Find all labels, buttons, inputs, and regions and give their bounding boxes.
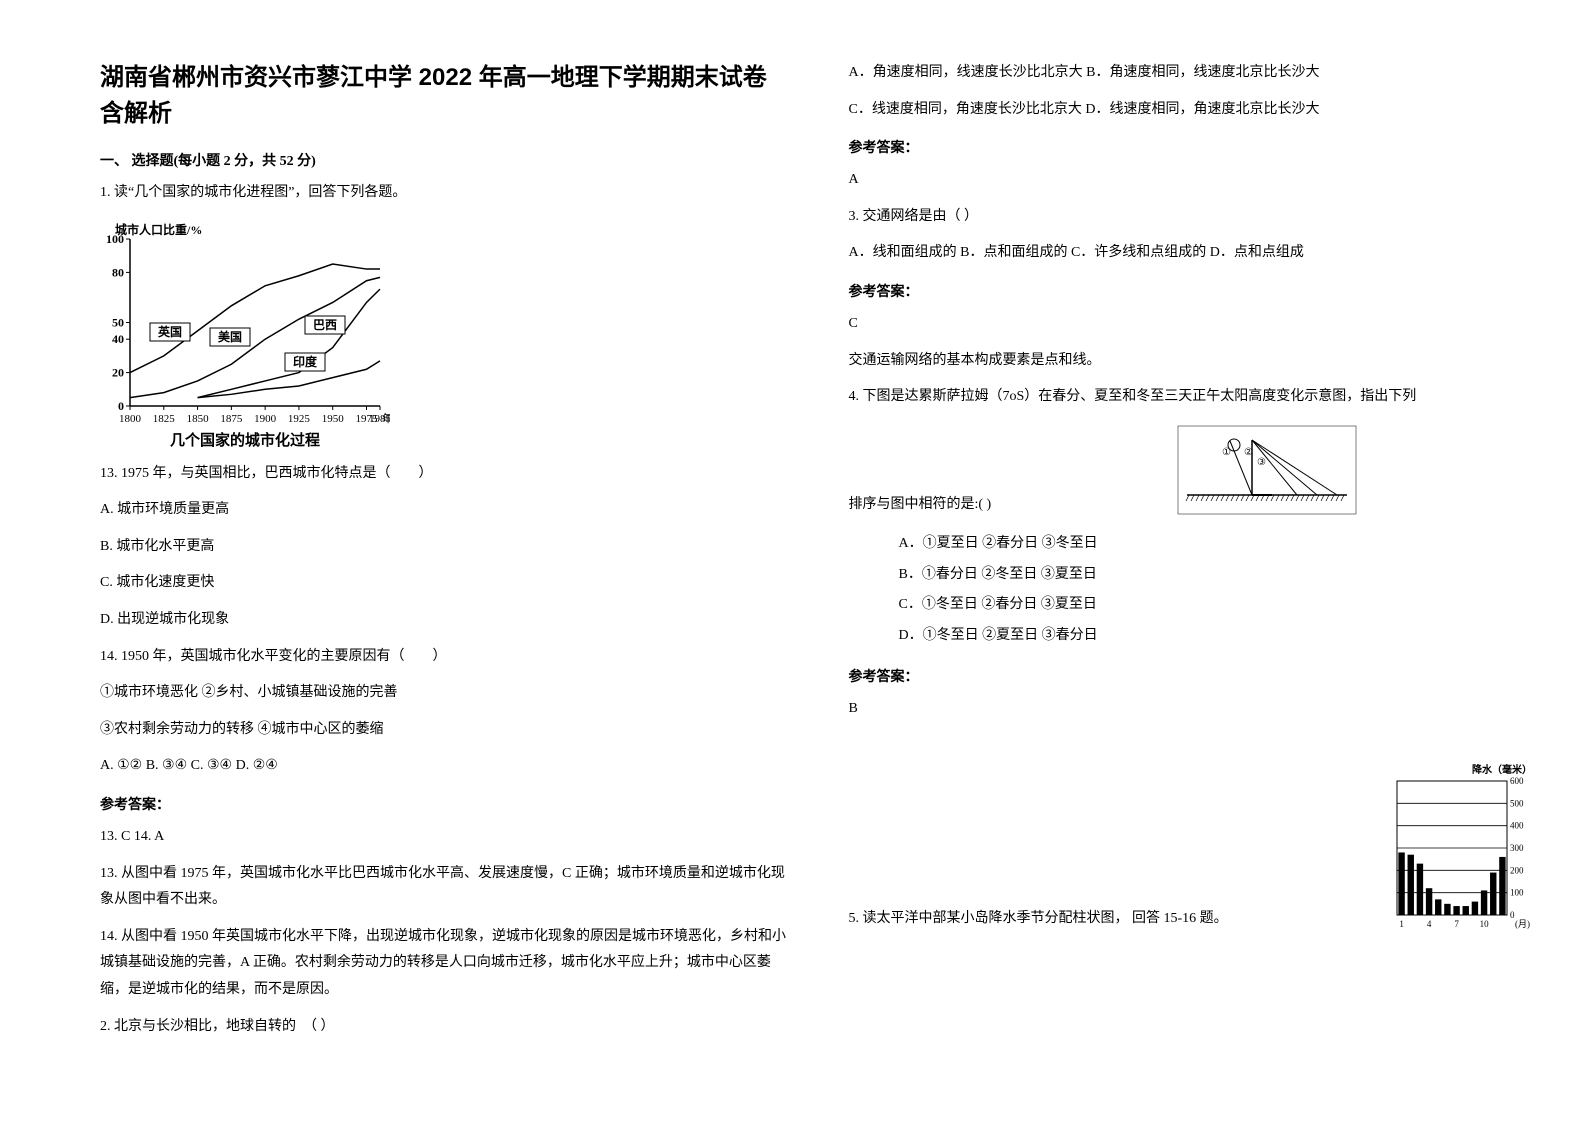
q2-stem: 2. 北京与长沙相比，地球自转的 （ ） [100, 1014, 789, 1041]
q4-c: C．①冬至日 ②春分日 ③夏至日 [899, 590, 1538, 621]
q1-14-opts: A. ①② B. ③④ C. ③④ D. ②④ [100, 753, 789, 780]
svg-text:600: 600 [1510, 776, 1524, 786]
svg-text:1825: 1825 [153, 413, 176, 425]
svg-text:年: 年 [382, 411, 390, 425]
svg-text:美国: 美国 [218, 329, 242, 344]
svg-text:(月): (月) [1515, 919, 1530, 929]
svg-text:500: 500 [1510, 798, 1524, 808]
section-1-header: 一、 选择题(每小题 2 分，共 52 分) [100, 150, 789, 170]
svg-text:1900: 1900 [254, 413, 277, 425]
sun-angle-diagram: ① ②③ [1177, 425, 1357, 515]
svg-text:1925: 1925 [288, 413, 311, 425]
svg-text:几个国家的城市化过程: 几个国家的城市化过程 [170, 431, 320, 449]
svg-text:①: ① [1222, 447, 1231, 458]
svg-text:降水（毫米）: 降水（毫米） [1472, 763, 1532, 776]
q2-ans: A [849, 167, 1538, 194]
q1-14-l1: ①城市环境恶化 ②乡村、小城镇基础设施的完善 [100, 680, 789, 707]
q4-d: D．①冬至日 ②夏至日 ③春分日 [899, 621, 1538, 652]
q1-14-l2: ③农村剩余劳动力的转移 ④城市中心区的萎缩 [100, 717, 789, 744]
q1-stem: 1. 读“几个国家的城市化进程图”，回答下列各题。 [100, 180, 789, 207]
q2-opt-a: A．角速度相同，线速度长沙比北京大 B．角速度相同，线速度北京比长沙大 [849, 60, 1538, 87]
q2-ans-label: 参考答案： [849, 137, 1538, 157]
q5-stem: 5. 读太平洋中部某小岛降水季节分配柱状图， 回答 15-16 题。 [849, 906, 1372, 933]
q3-stem: 3. 交通网络是由（ ） [849, 204, 1538, 231]
q4-b: B．①春分日 ②冬至日 ③夏至日 [899, 560, 1538, 591]
svg-text:10: 10 [1480, 919, 1490, 929]
q3-opts: A．线和面组成的 B．点和面组成的 C．许多线和点组成的 D．点和点组成 [849, 240, 1538, 267]
svg-text:200: 200 [1510, 865, 1524, 875]
svg-text:②: ② [1244, 447, 1253, 458]
svg-text:7: 7 [1454, 919, 1459, 929]
right-column: A．角速度相同，线速度长沙比北京大 B．角速度相同，线速度北京比长沙大 C．线速… [849, 60, 1538, 1040]
svg-text:50: 50 [112, 315, 124, 329]
svg-text:1800: 1800 [119, 413, 142, 425]
svg-text:1850: 1850 [187, 413, 210, 425]
svg-text:1950: 1950 [322, 413, 345, 425]
svg-text:印度: 印度 [293, 354, 318, 369]
q1-13-b: B. 城市化水平更高 [100, 534, 789, 561]
q1-ans-label: 参考答案： [100, 794, 789, 814]
q1-14: 14. 1950 年，英国城市化水平变化的主要原因有（ ） [100, 644, 789, 671]
q3-ans-label: 参考答案： [849, 281, 1538, 301]
svg-text:300: 300 [1510, 843, 1524, 853]
q4-a: A．①夏至日 ②春分日 ③冬至日 [899, 529, 1538, 560]
svg-text:英国: 英国 [158, 324, 182, 339]
q4-stem2: 排序与图中相符的是:( ) [849, 492, 992, 519]
svg-text:1875: 1875 [220, 413, 243, 425]
rainfall-bar-chart: 降水（毫米）010020030040050060014710(月) [1387, 763, 1537, 933]
q4-stem: 4. 下图是达累斯萨拉姆（7oS）在春分、夏至和冬至三天正午太阳高度变化示意图，… [849, 384, 1538, 411]
q1-exp1: 13. 从图中看 1975 年，英国城市化水平比巴西城市化水平高、发展速度慢，C… [100, 861, 789, 914]
svg-text:城市人口比重/%: 城市人口比重/% [115, 222, 202, 237]
svg-text:1: 1 [1399, 919, 1404, 929]
q3-exp: 交通运输网络的基本构成要素是点和线。 [849, 348, 1538, 375]
exam-title: 湖南省郴州市资兴市蓼江中学 2022 年高一地理下学期期末试卷含解析 [100, 60, 789, 132]
q4-ans-label: 参考答案： [849, 666, 1538, 686]
q1-ans: 13. C 14. A [100, 824, 789, 851]
q1-13-a: A. 城市环境质量更高 [100, 497, 789, 524]
q4-ans: B [849, 696, 1538, 723]
q1-13-d: D. 出现逆城市化现象 [100, 607, 789, 634]
svg-text:100: 100 [1510, 887, 1524, 897]
urbanization-chart: 城市人口比重/% 0 20 40 50 80 100 1800 1825 1850 1875 1900… [100, 221, 390, 451]
svg-text:巴西: 巴西 [313, 318, 337, 332]
svg-text:400: 400 [1510, 820, 1524, 830]
q1-exp2: 14. 从图中看 1950 年英国城市化水平下降，出现逆城市化现象，逆城市化现象… [100, 924, 789, 1004]
left-column: 湖南省郴州市资兴市蓼江中学 2022 年高一地理下学期期末试卷含解析 一、 选择… [100, 60, 789, 1040]
svg-text:40: 40 [112, 332, 124, 346]
q2-opt-c: C．线速度相同，角速度长沙比北京大 D．线速度相同，角速度北京比长沙大 [849, 97, 1538, 124]
q3-ans: C [849, 311, 1538, 338]
q1-13: 13. 1975 年，与英国相比，巴西城市化特点是（ ） [100, 461, 789, 488]
svg-text:③: ③ [1257, 457, 1266, 468]
q1-13-c: C. 城市化速度更快 [100, 570, 789, 597]
svg-text:20: 20 [112, 365, 124, 379]
svg-text:4: 4 [1427, 919, 1432, 929]
svg-text:80: 80 [112, 265, 124, 279]
svg-text:100: 100 [106, 232, 124, 246]
svg-text:0: 0 [118, 399, 124, 413]
